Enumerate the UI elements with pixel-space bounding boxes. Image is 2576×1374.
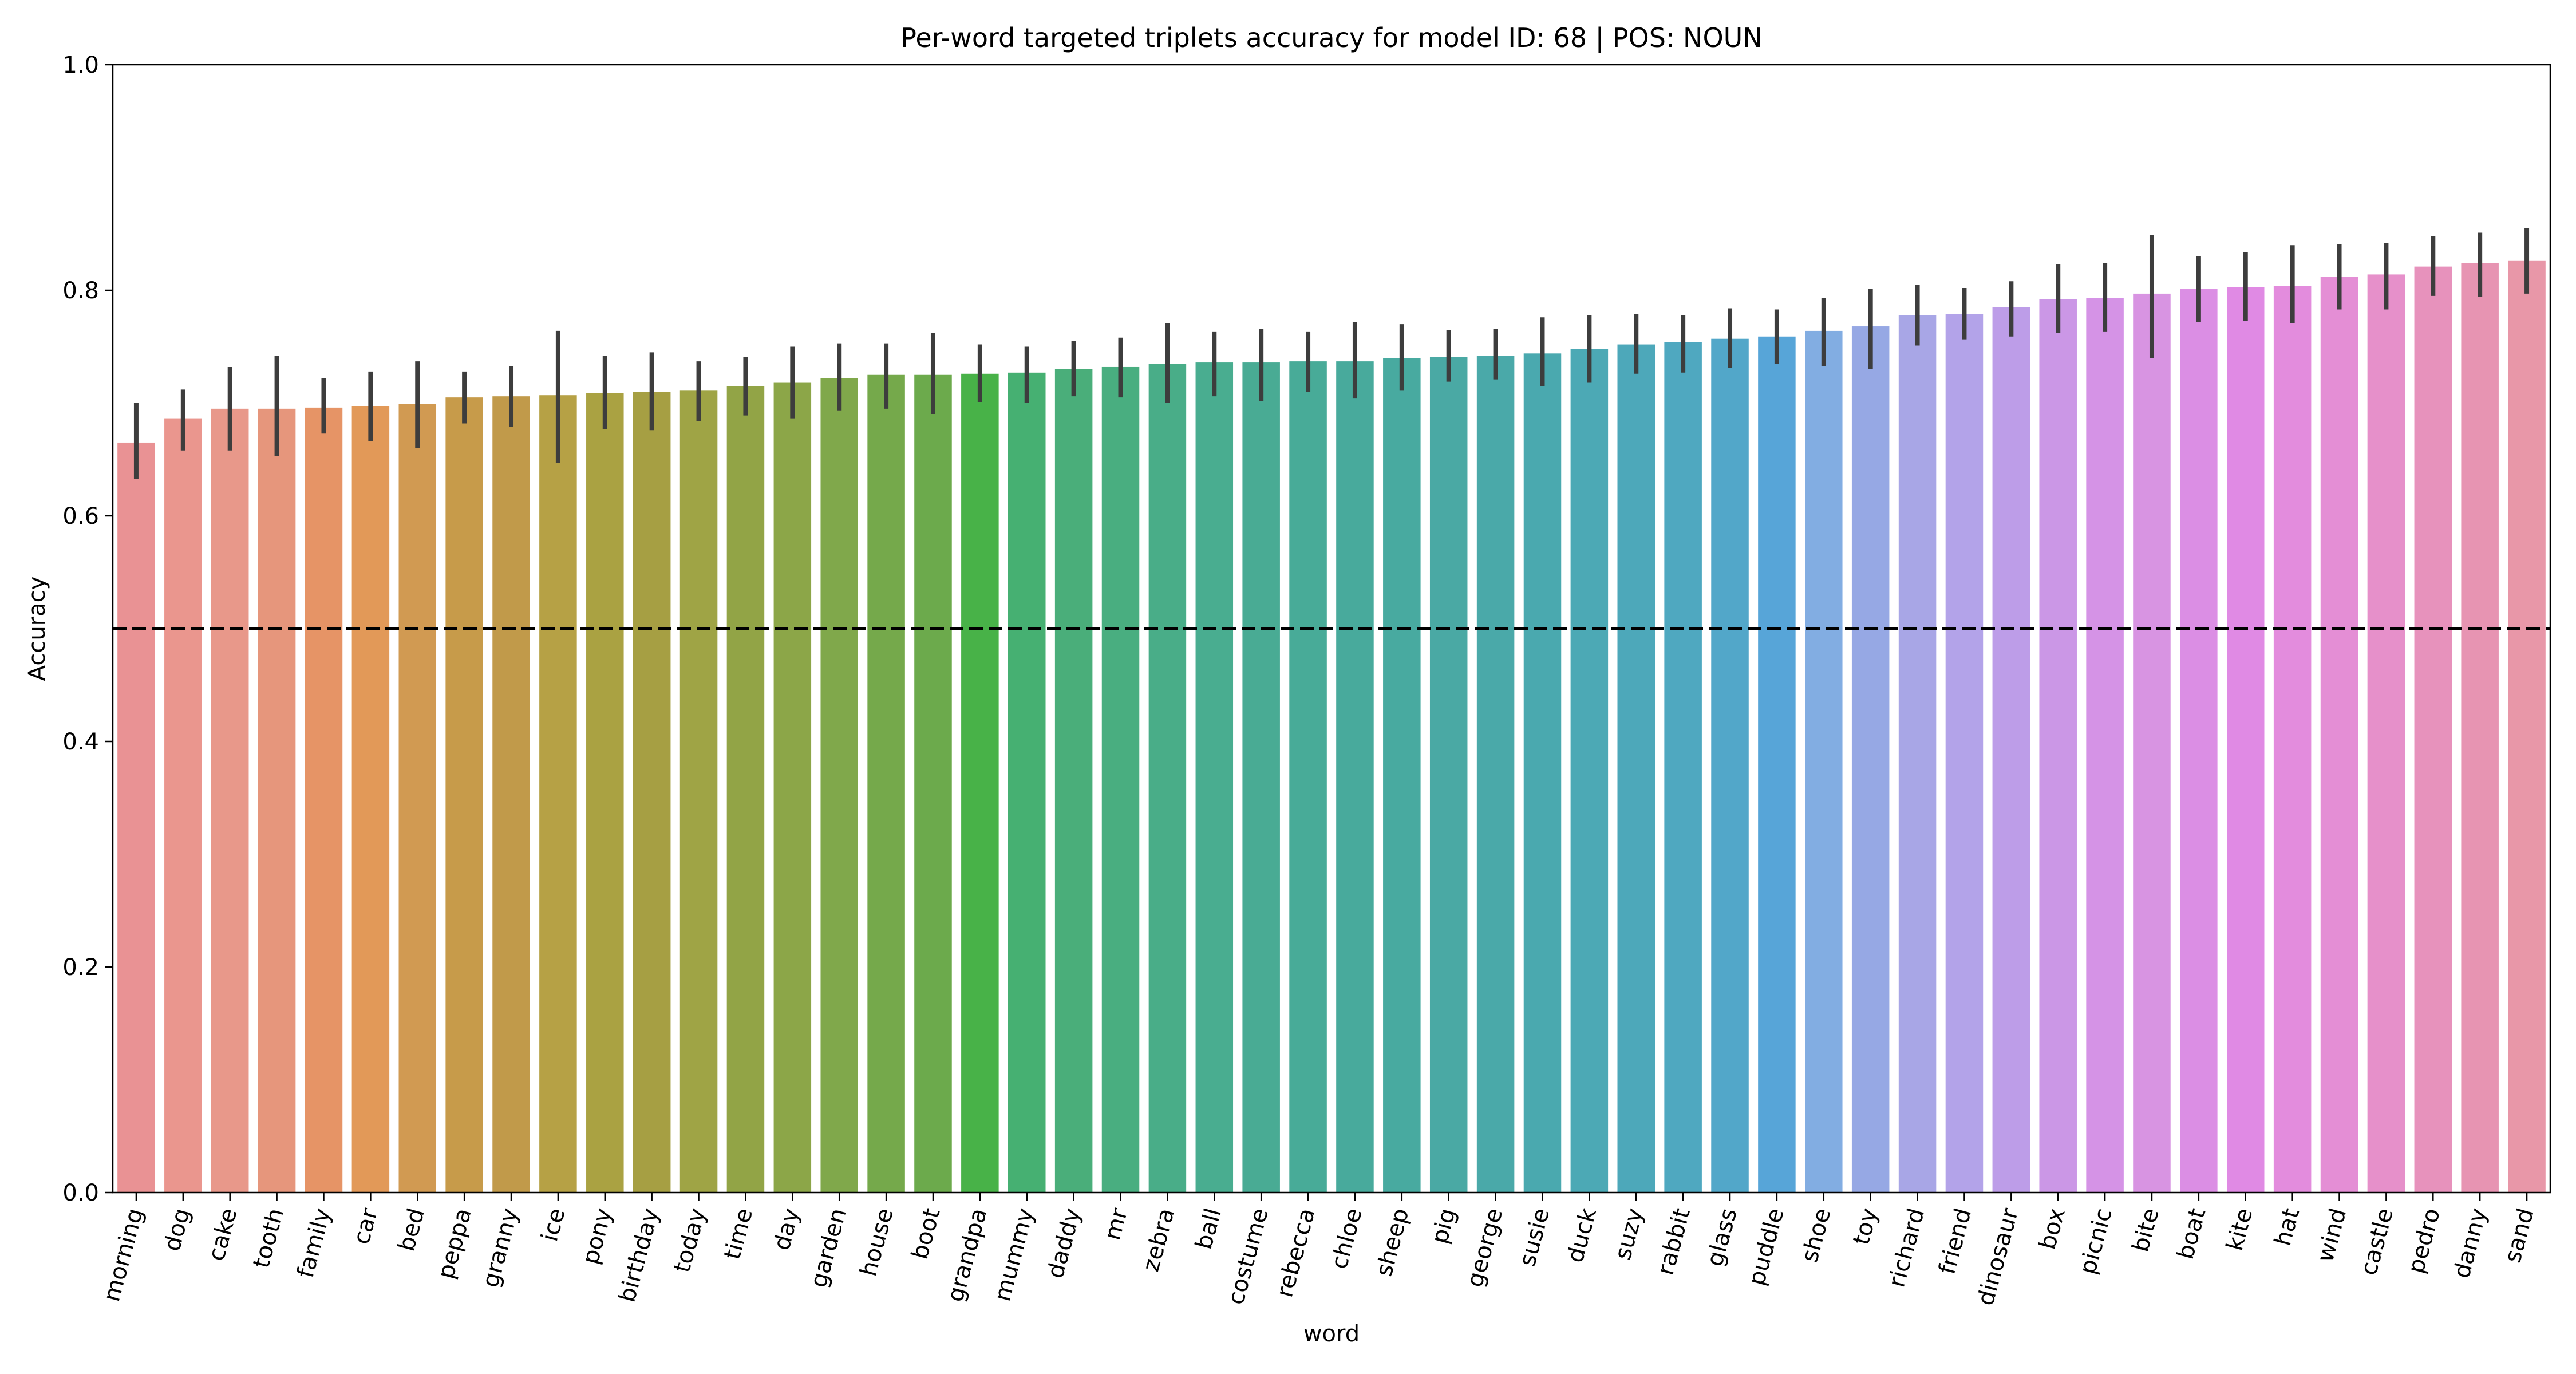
bars [117, 260, 2546, 1193]
bar-mummy [1008, 372, 1046, 1193]
bar-today [679, 390, 718, 1193]
bar-time [726, 386, 765, 1193]
bar-duck [1570, 349, 1609, 1193]
y-tick-label: 1.0 [62, 52, 99, 78]
bar-ice [539, 395, 577, 1193]
y-axis-label: Accuracy [24, 577, 50, 681]
y-tick-label: 0.2 [62, 954, 99, 981]
bar-hat [2273, 286, 2312, 1193]
bar-sand [2508, 260, 2546, 1193]
error-bars [133, 228, 2530, 479]
bar-castle [2367, 274, 2405, 1193]
bar-richard [1898, 315, 1937, 1193]
bar-sheep [1383, 358, 1421, 1193]
bar-george [1476, 356, 1515, 1193]
bar-grandpa [961, 373, 999, 1193]
bar-chloe [1336, 361, 1374, 1193]
bar-bed [398, 404, 437, 1193]
x-axis-label: word [1303, 1321, 1360, 1347]
bar-birthday [633, 392, 671, 1193]
bar-pony [586, 393, 624, 1193]
bar-shoe [1805, 330, 1843, 1193]
bar-puddle [1758, 336, 1796, 1193]
bar-car [351, 406, 390, 1193]
bar-box [2039, 299, 2077, 1193]
chart-title: Per-word targeted triplets accuracy for … [900, 22, 1763, 54]
bar-rabbit [1664, 342, 1702, 1193]
y-tick-label: 0.6 [62, 503, 99, 530]
bar-suzy [1617, 344, 1656, 1193]
y-tick-label: 0.8 [62, 278, 99, 304]
bar-morning [117, 442, 155, 1193]
bar-rebecca [1289, 361, 1327, 1193]
bar-susie [1523, 353, 1562, 1193]
bar-pig [1429, 357, 1468, 1193]
bar-boot [914, 374, 952, 1193]
bar-pedro [2414, 266, 2452, 1193]
bar-toy [1851, 326, 1890, 1193]
axes [112, 64, 2551, 1194]
bar-peppa [445, 397, 483, 1193]
bar-costume [1242, 362, 1280, 1193]
bar-kite [2226, 287, 2265, 1193]
bar-zebra [1148, 364, 1187, 1193]
y-axis-ticks: 0.0 0.2 0.4 0.6 0.8 1.0 [62, 52, 113, 1206]
bar-picnic [2086, 298, 2124, 1193]
bar-wind [2320, 277, 2358, 1193]
bar-daddy [1054, 369, 1093, 1193]
bar-tooth [258, 408, 296, 1193]
bar-dog [164, 418, 202, 1193]
bar-cake [211, 408, 249, 1193]
bar-granny [492, 396, 530, 1193]
bar-friend [1945, 314, 1984, 1193]
bar-garden [820, 378, 858, 1193]
y-tick-label: 0.4 [62, 729, 99, 755]
bar-ball [1195, 362, 1234, 1193]
bar-dinosaur [1992, 307, 2030, 1193]
bar-family [305, 407, 343, 1193]
bar-glass [1711, 338, 1749, 1193]
bar-day [773, 382, 812, 1193]
plot-frame [112, 64, 2551, 1194]
bar-bite [2133, 293, 2171, 1193]
bar-house [867, 374, 905, 1193]
bar-danny [2461, 263, 2499, 1193]
bar-boat [2180, 289, 2218, 1193]
y-tick-label: 0.0 [62, 1180, 99, 1206]
bar-mr [1101, 366, 1140, 1193]
